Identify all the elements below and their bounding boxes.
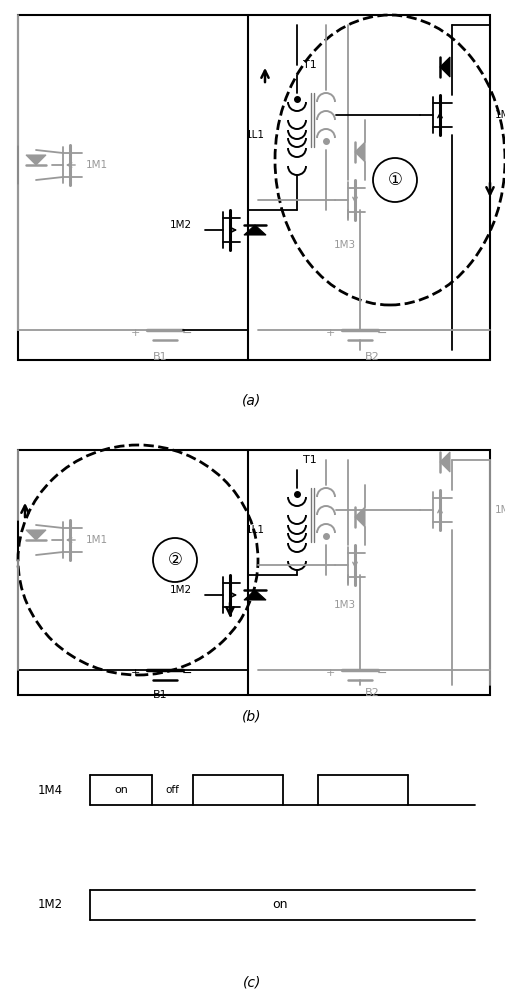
Text: +: + — [130, 328, 140, 338]
Text: (c): (c) — [243, 975, 261, 989]
Text: 1M2: 1M2 — [170, 585, 192, 595]
Text: +: + — [325, 328, 335, 338]
Polygon shape — [440, 57, 450, 77]
Polygon shape — [26, 530, 46, 540]
Text: +: + — [130, 668, 140, 678]
Text: B1: B1 — [153, 690, 167, 700]
Text: 1M1: 1M1 — [86, 160, 108, 170]
Text: 1M1: 1M1 — [86, 535, 108, 545]
Text: (b): (b) — [242, 710, 262, 724]
Text: −: − — [377, 326, 387, 340]
Polygon shape — [355, 142, 365, 162]
Text: B2: B2 — [365, 352, 380, 362]
Text: 1M3: 1M3 — [334, 240, 356, 250]
Text: 1M2: 1M2 — [37, 898, 63, 912]
Text: −: − — [182, 326, 192, 340]
Text: T1: T1 — [303, 455, 317, 465]
Text: 1M4: 1M4 — [495, 110, 505, 120]
Text: 1L1: 1L1 — [245, 130, 265, 140]
Text: off: off — [166, 785, 179, 795]
Text: −: − — [182, 666, 192, 680]
Text: −: − — [377, 666, 387, 680]
Polygon shape — [355, 507, 365, 527]
Text: 1M4: 1M4 — [37, 784, 63, 796]
Polygon shape — [440, 452, 450, 472]
Text: 1M3: 1M3 — [334, 600, 356, 610]
Text: on: on — [272, 898, 288, 912]
Text: B2: B2 — [365, 688, 380, 698]
Text: ①: ① — [387, 171, 402, 189]
Bar — [18, 450, 490, 695]
Text: ②: ② — [168, 551, 182, 569]
Polygon shape — [244, 225, 266, 235]
Polygon shape — [244, 590, 266, 600]
Bar — [18, 15, 490, 360]
Text: T1: T1 — [303, 60, 317, 70]
Polygon shape — [26, 155, 46, 165]
Text: 1M4: 1M4 — [495, 505, 505, 515]
Text: 1M2: 1M2 — [170, 220, 192, 230]
Text: (a): (a) — [242, 393, 262, 407]
Text: 1L1: 1L1 — [245, 525, 265, 535]
Text: +: + — [325, 668, 335, 678]
Text: on: on — [114, 785, 128, 795]
Text: B1: B1 — [153, 352, 167, 362]
